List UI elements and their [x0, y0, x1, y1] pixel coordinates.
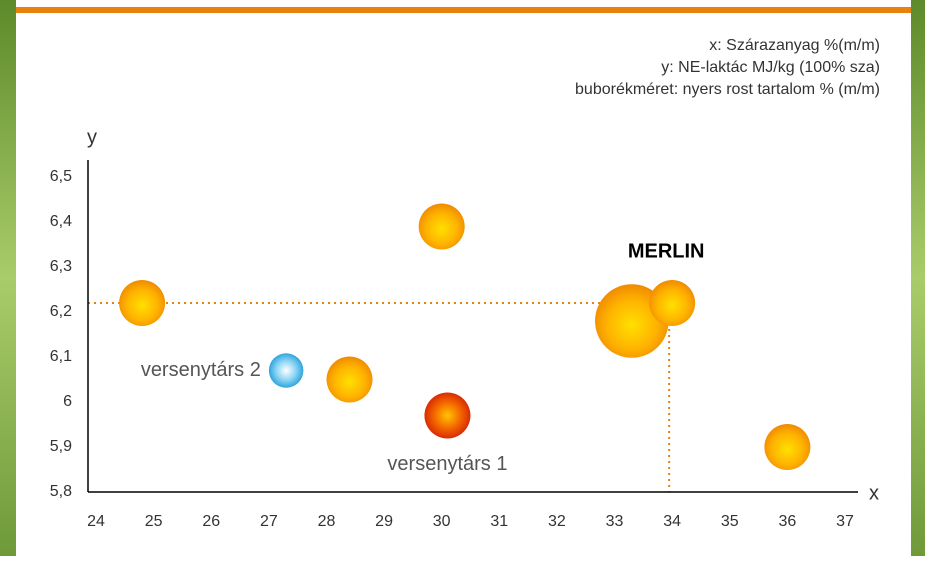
note: x: Szárazanyag %(m/m): [709, 37, 880, 54]
x-axis-label: x: [869, 482, 879, 504]
bubble: [419, 204, 465, 250]
x-tick-label: 37: [836, 513, 854, 530]
x-tick-label: 35: [721, 513, 739, 530]
bubble: [764, 424, 810, 470]
y-tick-label: 5,8: [50, 483, 72, 500]
top-bar: [16, 7, 911, 13]
x-tick-label: 26: [202, 513, 220, 530]
leaf-strip: [0, 0, 16, 556]
point-label: versenytárs 2: [141, 359, 261, 381]
y-tick-label: 6,4: [50, 213, 72, 230]
x-tick-label: 30: [433, 513, 451, 530]
bubble: [327, 357, 373, 403]
bubble: [269, 353, 304, 388]
note: buborékméret: nyers rost tartalom % (m/m…: [575, 81, 880, 98]
bubble: [119, 280, 165, 326]
x-tick-label: 25: [145, 513, 163, 530]
y-axis-label: y: [87, 126, 97, 148]
bubble: [649, 280, 695, 326]
bubble: [424, 393, 470, 439]
x-tick-label: 27: [260, 513, 278, 530]
point-label: MERLIN: [628, 240, 705, 262]
note: y: NE-laktác MJ/kg (100% sza): [661, 59, 880, 76]
chart: x: Szárazanyag %(m/m) y: NE-laktác MJ/kg …: [0, 0, 925, 556]
y-tick-label: 6: [63, 393, 72, 410]
x-tick-label: 24: [87, 513, 105, 530]
x-tick-label: 28: [318, 513, 336, 530]
y-tick-label: 6,2: [50, 303, 72, 320]
point-label: versenytárs 1: [387, 453, 507, 475]
x-tick-label: 36: [778, 513, 796, 530]
x-tick-label: 32: [548, 513, 566, 530]
y-tick-label: 6,5: [50, 168, 72, 185]
y-tick-label: 6,3: [50, 258, 72, 275]
leaf-strip: [911, 0, 925, 556]
x-tick-label: 33: [606, 513, 624, 530]
x-tick-label: 29: [375, 513, 393, 530]
x-tick-label: 34: [663, 513, 681, 530]
y-tick-label: 5,9: [50, 438, 72, 455]
x-tick-label: 31: [490, 513, 508, 530]
y-tick-label: 6,1: [50, 348, 72, 365]
